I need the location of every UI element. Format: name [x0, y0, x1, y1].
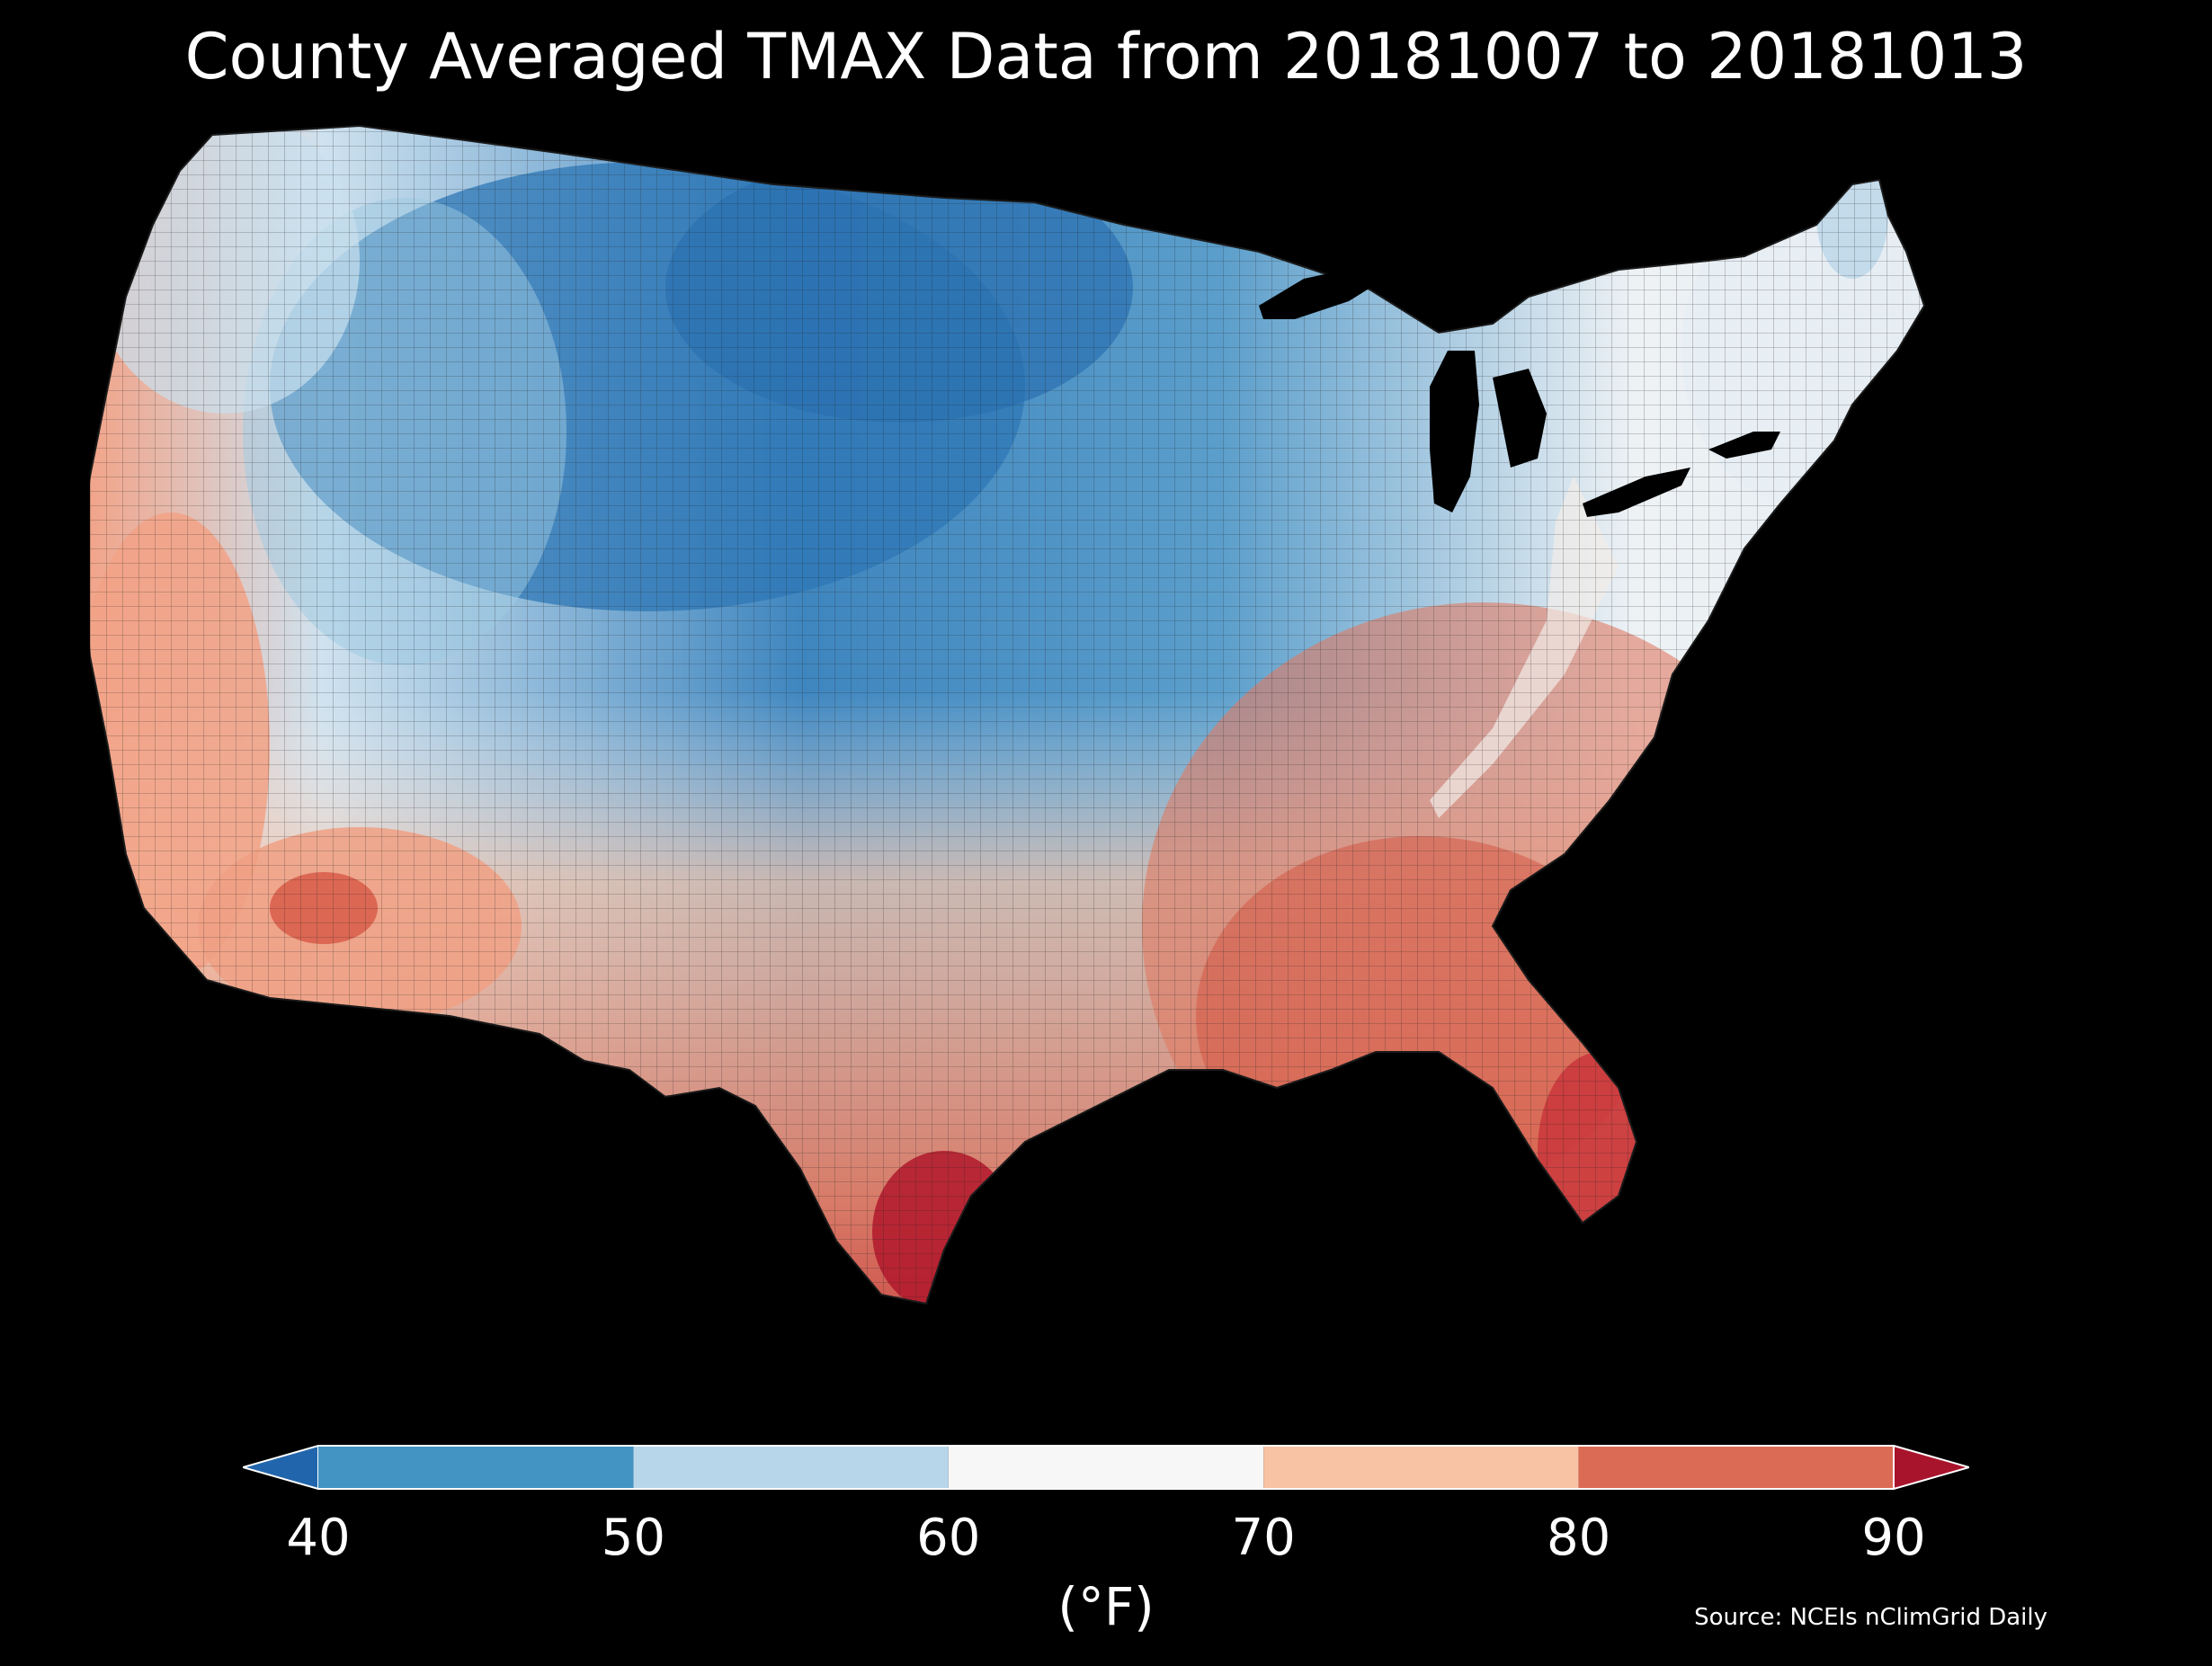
colorbar-bin-50-60: [633, 1446, 949, 1489]
colorbar: [243, 1445, 1969, 1490]
colorbar-bin-60-70: [948, 1446, 1264, 1489]
us-county-map-svg: [90, 125, 1925, 1305]
colorbar-tick-label: 40: [286, 1509, 351, 1567]
colorbar-bin-80-90: [1578, 1446, 1894, 1489]
great-lakes: [1259, 265, 1780, 517]
colorbar-bin-70-80: [1263, 1446, 1579, 1489]
source-credit: Source: NCEIs nClimGrid Daily: [1694, 1604, 2047, 1631]
temperature-field: [90, 126, 1924, 1304]
colorbar-bin-40-50: [318, 1446, 634, 1489]
us-county-map: [90, 117, 2140, 1394]
colorbar-under-arrow: [243, 1445, 319, 1490]
colorbar-unit-label: (°F): [1057, 1576, 1155, 1637]
colorbar-frame: [318, 1445, 1894, 1490]
colorbar-tick-label: 60: [916, 1509, 981, 1567]
colorbar-tick-label: 70: [1231, 1509, 1296, 1567]
colorbar-tick-label: 50: [601, 1509, 666, 1567]
colorbar-svg: [243, 1445, 1969, 1490]
colorbar-over-arrow: [1893, 1445, 1969, 1490]
colorbar-tick-label: 90: [1861, 1509, 1926, 1567]
map-title: County Averaged TMAX Data from 20181007 …: [184, 20, 2028, 94]
colorbar-tick-label: 80: [1546, 1509, 1611, 1567]
